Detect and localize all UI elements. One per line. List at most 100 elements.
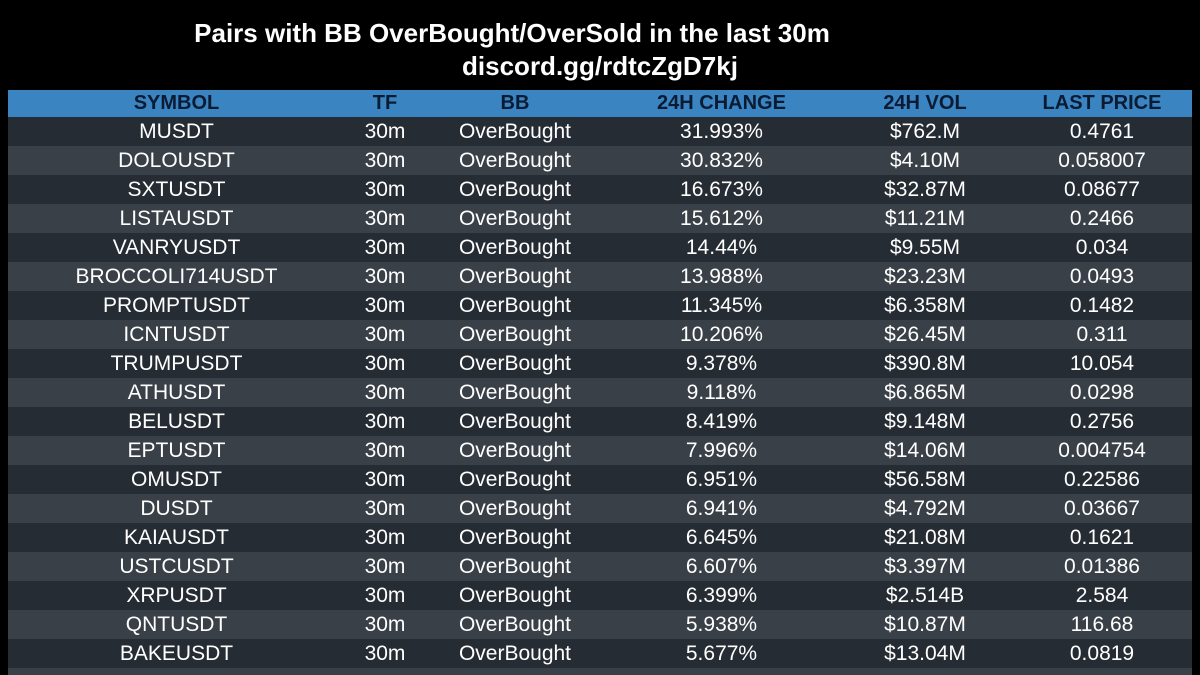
table-row: BELUSDT 30m OverBought 8.419% $9.148M 0.2756 [8,407,1192,436]
bb-cell: OverBought [458,497,572,520]
symbol-cell: BELUSDT [128,410,225,433]
tf-cell: 30m [364,265,406,288]
symbol-cell: TRUMPUSDT [110,352,243,375]
table-row: VANRYUSDT 30m OverBought 14.44% $9.55M 0.034 [8,233,1192,262]
change-cell: 15.612% [680,207,763,230]
bb-cell: OverBought [458,439,572,462]
tf-cell: 30m [364,613,406,636]
symbol-cell: BAKEUSDT [119,642,234,665]
volume-cell: $11.21M [884,207,966,230]
symbol-cell: ATHUSDT [127,381,226,404]
volume-cell: $9.55M [889,236,961,259]
table-row: DOLOUSDT 30m OverBought 30.832% $4.10M 0.0580… [8,146,1192,175]
change-cell: 10.206% [680,323,763,346]
bb-cell: OverBought [458,236,572,259]
price-cell: 0.058007 [1058,149,1146,172]
price-cell: 0.0493 [1069,265,1135,288]
bb-cell: OverBought [458,149,572,172]
table-row: LISTAUSDT 30m OverBought 15.612% $11.21M 0.24… [8,204,1192,233]
bb-cell: OverBought [458,468,572,491]
table-row: QNTUSDT 30m OverBought 5.938% $10.87M 116.68 [8,610,1192,639]
bb-cell: OverBought [458,584,572,607]
page-title: Pairs with BB OverBought/OverSold in the… [194,18,830,48]
price-cell: 0.034 [1075,236,1129,259]
price-cell: 0.03667 [1064,497,1140,520]
volume-cell: $14.06M [884,439,966,462]
column-header-tf: TF [372,92,398,114]
symbol-cell: MUSDT [139,120,214,143]
symbol-cell [8,668,345,675]
price-cell: 0.004754 [1058,439,1146,462]
change-cell: 8.419% [685,410,758,433]
table-row: PROMPTUSDT 30m OverBought 11.345% $6.358M 0.1… [8,291,1192,320]
change-cell: 13.988% [680,265,763,288]
table-header: SYMBOL TF BB 24H CHANGE 24H VOL LAST PRI… [8,90,1192,117]
tf-cell: 30m [364,526,406,549]
volume-cell: $9.148M [884,410,966,433]
price-cell [1012,668,1192,675]
discord-link: discord.gg/rdtcZgD7kj [462,51,738,81]
tf-cell: 30m [364,439,406,462]
bb-cell: OverBought [458,526,572,549]
tf-cell: 30m [364,497,406,520]
change-cell: 16.673% [680,178,763,201]
table-row: XRPUSDT 30m OverBought 6.399% $2.514B 2.584 [8,581,1192,610]
tf-cell [345,668,425,675]
bb-cell: OverBought [458,642,572,665]
tf-cell: 30m [364,294,406,317]
tf-cell: 30m [364,120,406,143]
volume-cell: $6.358M [884,294,966,317]
bb-cell: OverBought [458,613,572,636]
tf-cell: 30m [364,236,406,259]
volume-cell [838,668,1012,675]
tf-cell: 30m [364,149,406,172]
table-row: TRUMPUSDT 30m OverBought 9.378% $390.8M 10.05… [8,349,1192,378]
volume-cell: $6.865M [884,381,966,404]
table-row: ICNTUSDT 30m OverBought 10.206% $26.45M 0.311 [8,320,1192,349]
symbol-cell: PROMPTUSDT [103,294,250,317]
tf-cell: 30m [364,178,406,201]
symbol-cell: LISTAUSDT [119,207,234,230]
bb-cell: OverBought [458,381,572,404]
price-cell: 10.054 [1069,352,1135,375]
column-header-last-price: LAST PRICE [1042,92,1162,114]
price-cell: 0.22586 [1064,468,1140,491]
table-body: MUSDT 30m OverBought 31.993% $762.M 0.4761 DOL… [8,117,1192,675]
symbol-cell: DUSDT [140,497,213,520]
change-cell: 5.677% [685,642,758,665]
table-row: OMUSDT 30m OverBought 6.951% $56.58M 0.22586 [8,465,1192,494]
change-cell: 5.938% [685,613,758,636]
table-row: MUSDT 30m OverBought 31.993% $762.M 0.4761 [8,117,1192,146]
change-cell: 6.607% [685,555,758,578]
symbol-cell: OMUSDT [131,468,222,491]
volume-cell: $23.23M [884,265,966,288]
tf-cell: 30m [364,410,406,433]
volume-cell: $32.87M [884,178,966,201]
bb-cell [425,668,605,675]
price-cell: 0.2756 [1069,410,1135,433]
price-cell: 0.1482 [1069,294,1135,317]
symbol-cell: ICNTUSDT [123,323,230,346]
change-cell: 6.645% [685,526,758,549]
table-row: BAKEUSDT 30m OverBought 5.677% $13.04M 0.0819 [8,639,1192,668]
change-cell: 6.951% [685,468,758,491]
table-row: DUSDT 30m OverBought 6.941% $4.792M 0.03667 [8,494,1192,523]
change-cell: 7.996% [685,439,758,462]
symbol-cell: USTCUSDT [119,555,234,578]
symbol-cell: VANRYUSDT [112,236,241,259]
price-cell: 0.4761 [1069,120,1135,143]
tf-cell: 30m [364,642,406,665]
volume-cell: $4.10M [889,149,961,172]
change-cell: 6.399% [685,584,758,607]
price-cell: 0.0819 [1069,642,1135,665]
table-row: KAIAUSDT 30m OverBought 6.645% $21.08M 0.1621 [8,523,1192,552]
change-cell: 31.993% [680,120,763,143]
price-cell: 116.68 [1070,613,1134,636]
bb-cell: OverBought [458,352,572,375]
column-header-symbol: SYMBOL [133,92,220,114]
table-row: SXTUSDT 30m OverBought 16.673% $32.87M 0.0867… [8,175,1192,204]
symbol-cell: QNTUSDT [125,613,228,636]
volume-cell: $390.8M [884,352,966,375]
price-cell: 0.08677 [1064,178,1140,201]
table-row: EPTUSDT 30m OverBought 7.996% $14.06M 0.00475… [8,436,1192,465]
